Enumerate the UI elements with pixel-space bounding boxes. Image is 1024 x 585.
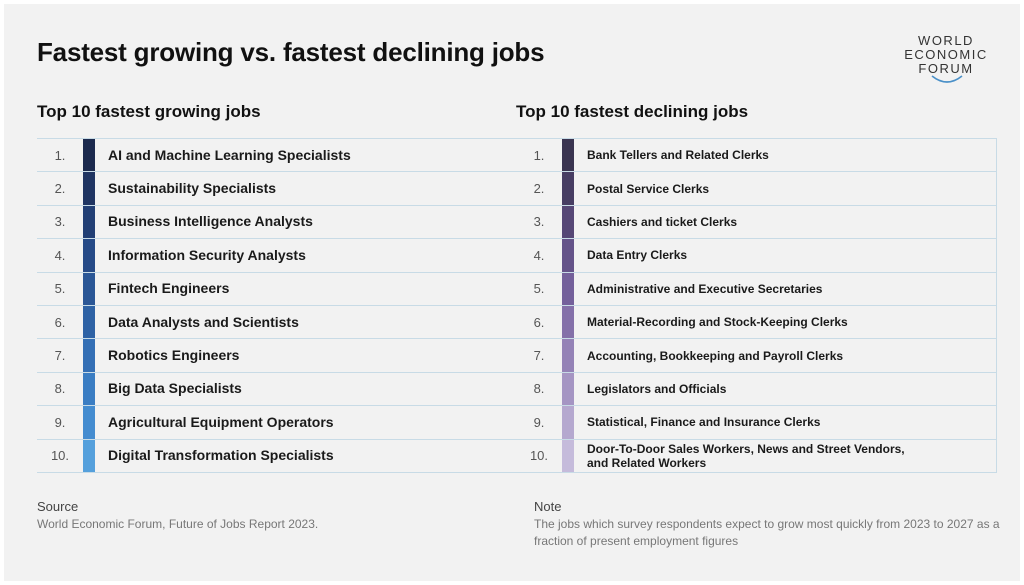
rank-number: 4.	[533, 247, 545, 263]
rank-number: 10.	[529, 448, 549, 464]
rank-number: 6.	[533, 314, 545, 330]
rank-number: 5.	[533, 281, 545, 297]
rank-number: 9.	[533, 414, 545, 430]
job-title: Data Entry Clerks	[587, 248, 688, 263]
table-row: 8. Big Data Specialists	[37, 372, 517, 407]
table-row: 10. Door-To-Door Sales Workers, News and …	[516, 439, 996, 473]
job-title: AI and Machine Learning Specialists	[108, 146, 351, 163]
rank-number: 6.	[54, 314, 66, 330]
source-heading: Source	[37, 499, 79, 514]
table-row: 7. Accounting, Bookkeeping and Payroll Cl…	[516, 339, 996, 373]
logo-line-2: ECONOMIC	[904, 47, 988, 62]
table-row: 10. Digital Transformation Specialists	[37, 439, 517, 473]
job-title: Robotics Engineers	[108, 347, 240, 364]
note-block: Note The jobs which survey respondents e…	[534, 498, 1004, 550]
rank-number: 7.	[54, 348, 66, 364]
rank-number: 9.	[54, 414, 66, 430]
note-text: The jobs which survey respondents expect…	[534, 517, 1000, 548]
declining-jobs-section: Top 10 fastest declining jobs 1. Bank Tel…	[516, 100, 997, 473]
rank-number: 7.	[533, 348, 545, 364]
color-bar	[562, 406, 574, 439]
job-title: Cashiers and ticket Clerks	[587, 214, 738, 229]
color-bar	[83, 339, 95, 372]
declining-jobs-heading: Top 10 fastest declining jobs	[516, 102, 749, 121]
source-block: Source World Economic Forum, Future of J…	[37, 498, 457, 533]
rank-number: 4.	[54, 247, 66, 263]
declining-jobs-table: 1. Bank Tellers and Related Clerks 2. Posta…	[516, 138, 997, 473]
color-bar	[562, 339, 574, 372]
table-row: 2. Postal Service Clerks	[516, 172, 996, 206]
table-row: 6. Material-Recording and Stock-Keeping C…	[516, 305, 996, 340]
job-title: Statistical, Finance and Insurance Clerk…	[587, 415, 821, 430]
color-bar	[83, 372, 95, 406]
growing-jobs-heading: Top 10 fastest growing jobs	[37, 102, 261, 121]
table-row: 7. Robotics Engineers	[37, 339, 517, 373]
color-bar	[562, 139, 574, 172]
job-title: Data Analysts and Scientists	[108, 313, 299, 330]
table-row: 1. AI and Machine Learning Specialists	[37, 139, 517, 173]
table-row: 4. Data Entry Clerks	[516, 239, 996, 273]
color-bar	[83, 205, 95, 239]
color-bar	[83, 305, 95, 339]
job-title: Administrative and Executive Secretaries	[587, 281, 823, 296]
job-title: Door-To-Door Sales Workers, News and Str…	[587, 441, 905, 470]
note-heading: Note	[534, 499, 562, 514]
job-title: Sustainability Specialists	[108, 180, 277, 197]
table-row: 8. Legislators and Officials	[516, 372, 996, 407]
table-row: 9. Agricultural Equipment Operators	[37, 406, 517, 440]
page-title: Fastest growing vs. fastest declining jo…	[37, 37, 545, 67]
rank-number: 3.	[533, 214, 545, 230]
table-row: 5. Fintech Engineers	[37, 272, 517, 306]
color-bar	[562, 239, 574, 272]
wef-logo: WORLD ECONOMIC FORUM	[898, 34, 994, 94]
rank-number: 8.	[54, 381, 66, 397]
job-title: Fintech Engineers	[108, 280, 230, 297]
rank-number: 10.	[50, 448, 70, 464]
color-bar	[562, 305, 574, 339]
table-row: 6. Data Analysts and Scientists	[37, 305, 517, 340]
table-row: 3. Cashiers and ticket Clerks	[516, 205, 996, 240]
rank-number: 3.	[54, 214, 66, 230]
table-row: 2. Sustainability Specialists	[37, 172, 517, 206]
color-bar	[562, 439, 574, 472]
table-row: 5. Administrative and Executive Secretari…	[516, 272, 996, 306]
table-row: 1. Bank Tellers and Related Clerks	[516, 139, 996, 173]
color-bar	[83, 272, 95, 305]
rank-number: 2.	[54, 181, 66, 197]
job-title: Information Security Analysts	[108, 246, 306, 263]
job-title: Bank Tellers and Related Clerks	[587, 148, 769, 163]
table-row: 4. Information Security Analysts	[37, 239, 517, 273]
color-bar	[83, 139, 95, 172]
color-bar	[83, 239, 95, 272]
table-row: 3. Business Intelligence Analysts	[37, 205, 517, 240]
logo-line-3: FORUM	[918, 61, 974, 76]
logo-arc-icon	[931, 75, 963, 83]
color-bar	[562, 272, 574, 305]
job-title: Material-Recording and Stock-Keeping Cle…	[587, 315, 848, 330]
job-title: Business Intelligence Analysts	[108, 213, 313, 230]
job-title: Agricultural Equipment Operators	[108, 413, 334, 430]
color-bar	[83, 172, 95, 205]
infographic-card: Fastest growing vs. fastest declining jo…	[4, 4, 1020, 581]
growing-jobs-table: 1. AI and Machine Learning Specialists 2. S…	[37, 138, 517, 473]
job-title: Postal Service Clerks	[587, 181, 710, 196]
rank-number: 1.	[54, 147, 66, 163]
color-bar	[83, 406, 95, 439]
color-bar	[562, 172, 574, 205]
rank-number: 1.	[533, 147, 545, 163]
job-title: Legislators and Officials	[587, 381, 727, 396]
job-title: Digital Transformation Specialists	[108, 447, 334, 464]
color-bar	[562, 205, 574, 239]
color-bar	[562, 372, 574, 406]
source-text: World Economic Forum, Future of Jobs Rep…	[37, 517, 319, 531]
logo-line-1: WORLD	[918, 33, 974, 48]
rank-number: 8.	[533, 381, 545, 397]
job-title: Accounting, Bookkeeping and Payroll Cler…	[587, 348, 844, 363]
growing-jobs-section: Top 10 fastest growing jobs 1. AI and Mac…	[37, 100, 517, 473]
job-title: Big Data Specialists	[108, 380, 242, 397]
table-row: 9. Statistical, Finance and Insurance Cle…	[516, 406, 996, 440]
rank-number: 2.	[533, 181, 545, 197]
rank-number: 5.	[54, 281, 66, 297]
color-bar	[83, 439, 95, 472]
